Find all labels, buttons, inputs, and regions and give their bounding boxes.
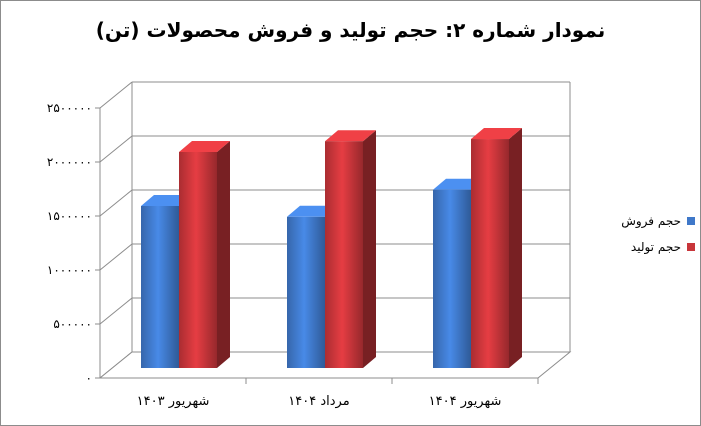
- gridline-side: [99, 297, 133, 325]
- x-tick-label: مرداد ۱۴۰۴: [288, 394, 349, 409]
- gridline-side: [99, 81, 133, 109]
- legend-swatch-production: [687, 243, 695, 251]
- y-tick-label: ۲۵۰۰۰۰۰: [47, 101, 92, 115]
- bar: [141, 206, 179, 368]
- x-tick-label: شهریور ۱۴۰۳: [137, 394, 210, 409]
- bar-side: [217, 141, 230, 368]
- bar: [471, 139, 509, 368]
- legend-label-production: حجم تولید: [630, 240, 681, 254]
- legend: حجم فروش حجم تولید: [605, 213, 695, 265]
- bar-side: [363, 130, 376, 368]
- y-tick-label: ۲۰۰۰۰۰۰: [47, 155, 92, 169]
- gridline-side: [99, 243, 133, 271]
- legend-swatch-sales: [687, 217, 695, 225]
- bar: [325, 141, 363, 368]
- bar-side: [509, 128, 522, 368]
- y-tick-label: ۰: [86, 371, 92, 385]
- bar: [179, 152, 217, 368]
- bar-top: [471, 128, 522, 140]
- x-tick-label: شهریور ۱۴۰۴: [429, 394, 502, 409]
- y-tick-label: ۱۵۰۰۰۰۰: [47, 209, 92, 223]
- gridline-side: [99, 189, 133, 217]
- legend-item-production: حجم تولید: [605, 239, 695, 255]
- y-tick-label: ۵۰۰۰۰۰: [53, 317, 92, 331]
- legend-item-sales: حجم فروش: [605, 213, 695, 229]
- bar: [287, 216, 325, 368]
- legend-label-sales: حجم فروش: [621, 214, 681, 228]
- gridline-side: [99, 135, 133, 163]
- y-tick-label: ۱۰۰۰۰۰۰: [47, 263, 92, 277]
- bar-top: [325, 130, 376, 142]
- bar: [433, 189, 471, 368]
- bar-top: [179, 141, 230, 152]
- chart-title: نمودار شماره ۲: حجم تولید و فروش محصولات…: [95, 18, 606, 42]
